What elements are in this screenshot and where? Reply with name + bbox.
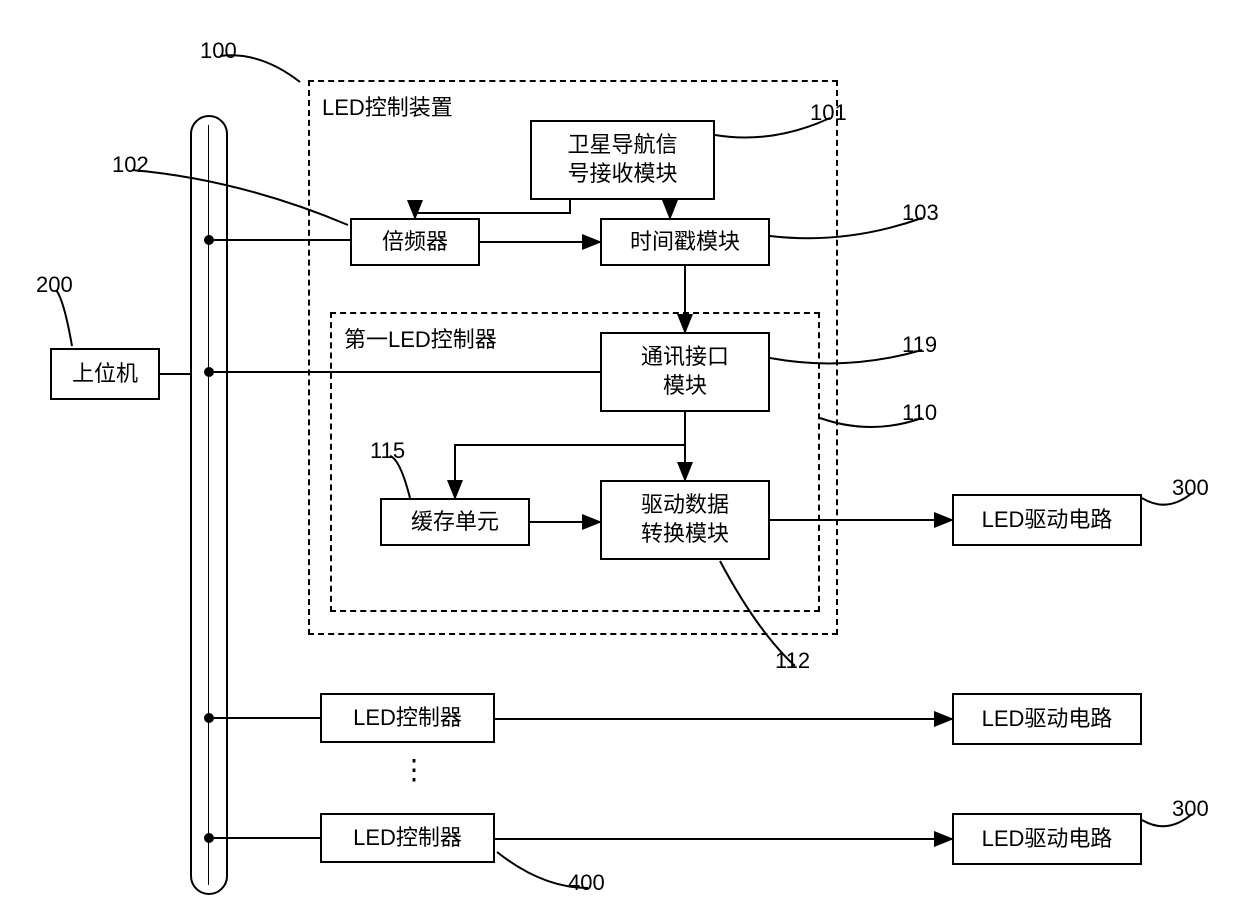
ref-300-a: 300	[1172, 475, 1209, 501]
comm-label: 通讯接口 模块	[641, 343, 729, 400]
bus-connection-dot	[204, 713, 214, 723]
led-driver-label-3: LED驱动电路	[982, 825, 1113, 854]
led-controller-label-3: LED控制器	[353, 824, 462, 853]
ref-101: 101	[810, 100, 847, 126]
led-driver-circuit-block-3: LED驱动电路	[952, 813, 1142, 865]
host-computer-block: 上位机	[50, 348, 160, 400]
driveconv-label: 驱动数据 转换模块	[641, 491, 729, 548]
frequency-multiplier-block: 倍频器	[350, 218, 480, 266]
cache-label: 缓存单元	[411, 508, 499, 537]
satellite-receiver-block: 卫星导航信 号接收模块	[530, 120, 715, 200]
ref-100: 100	[200, 38, 237, 64]
led-driver-circuit-block-2: LED驱动电路	[952, 693, 1142, 745]
bus-connection-dot	[204, 235, 214, 245]
timestamp-label: 时间戳模块	[630, 228, 740, 257]
ref-110: 110	[902, 400, 937, 426]
led-driver-label-2: LED驱动电路	[982, 705, 1113, 734]
drive-data-converter-block: 驱动数据 转换模块	[600, 480, 770, 560]
ref-102: 102	[112, 152, 149, 178]
multiplier-label: 倍频器	[382, 228, 448, 257]
cache-unit-block: 缓存单元	[380, 498, 530, 546]
led-controller-label-2: LED控制器	[353, 704, 462, 733]
led-controller-block-2: LED控制器	[320, 693, 495, 743]
ref-115: 115	[370, 438, 405, 464]
ref-103: 103	[902, 200, 939, 226]
host-label: 上位机	[72, 360, 138, 389]
led-driver-label-1: LED驱动电路	[982, 506, 1113, 535]
ref-200: 200	[36, 272, 73, 298]
bus-connection-dot	[204, 833, 214, 843]
ref-112: 112	[775, 648, 810, 674]
timestamp-module-block: 时间戳模块	[600, 218, 770, 266]
ref-119: 119	[902, 332, 937, 358]
ref-400: 400	[568, 870, 605, 896]
first-led-controller-label: 第一LED控制器	[344, 322, 497, 354]
vertical-ellipsis-icon: ⋮	[400, 760, 428, 780]
led-driver-circuit-block-1: LED驱动电路	[952, 494, 1142, 546]
satellite-label: 卫星导航信 号接收模块	[567, 131, 677, 188]
bus-connection-dot	[204, 367, 214, 377]
ref-300-b: 300	[1172, 796, 1209, 822]
communication-interface-block: 通讯接口 模块	[600, 332, 770, 412]
led-control-device-label: LED控制装置	[322, 90, 453, 122]
led-controller-block-3: LED控制器	[320, 813, 495, 863]
